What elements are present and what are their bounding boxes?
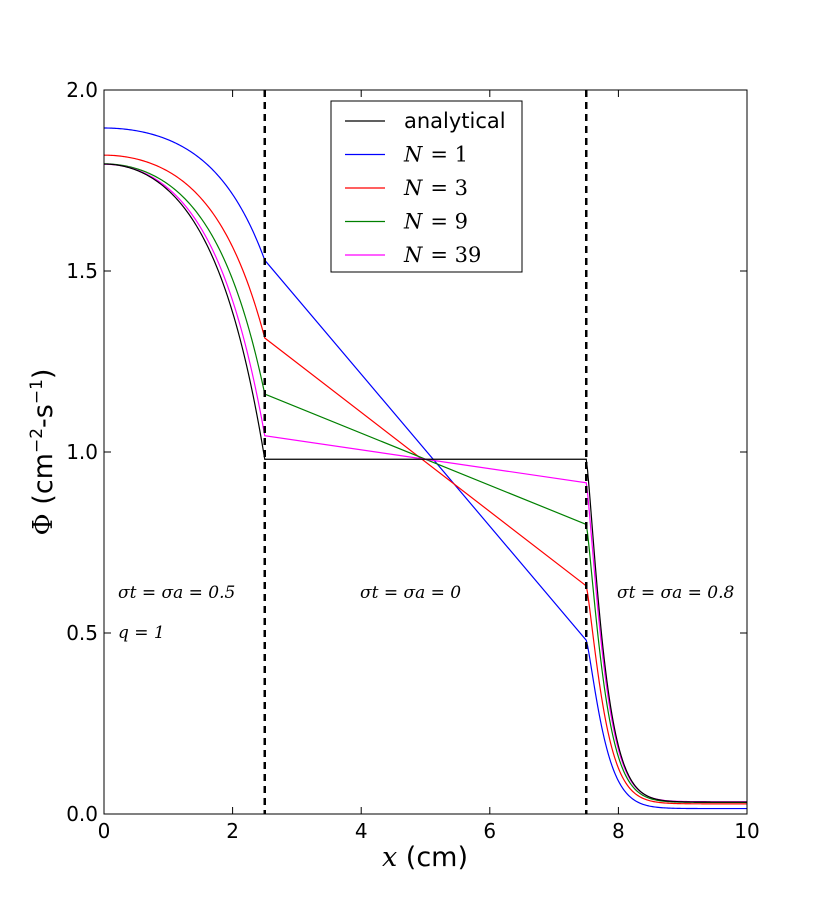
series-layer	[104, 127, 747, 810]
x-tick-label: 4	[355, 819, 368, 843]
legend-label: N = 9	[403, 210, 468, 234]
x-tick-label: 2	[226, 819, 239, 843]
series-line-n-1	[104, 127, 747, 810]
annotation-left-q: q = 1	[118, 623, 165, 643]
legend-label: N = 1	[403, 143, 468, 167]
legend-box	[330, 100, 523, 273]
x-tick-label: 10	[734, 819, 759, 843]
annotation-middle-sigma: σt = σa = 0	[360, 583, 461, 603]
series-line-analytical	[104, 163, 747, 803]
x-tick-label: 6	[483, 819, 496, 843]
annotation-left-sigma: σt = σa = 0.5	[118, 583, 235, 603]
x-tick-label: 8	[612, 819, 625, 843]
y-tick-label: 0.0	[66, 802, 98, 826]
legend-label: N = 39	[403, 243, 481, 267]
tick-layer: 0 2 4 6 8 10 0.0 0.5 1.0 1.5 2.0	[66, 78, 760, 843]
y-tick-label: 1.5	[66, 259, 98, 283]
legend-label: analytical	[404, 109, 506, 133]
y-tick-label: 0.5	[66, 621, 98, 645]
series-line-n-3	[104, 154, 747, 805]
legend: analytical N = 1 N = 3 N = 9 N = 39	[330, 100, 523, 273]
x-tick-label: 0	[98, 819, 111, 843]
region-boundaries	[263, 90, 588, 814]
y-axis-label: Φ (cm−2-s−1)	[27, 369, 59, 536]
x-axis-label: x (cm)	[382, 842, 468, 873]
y-tick-label: 1.0	[66, 440, 98, 464]
legend-label: N = 3	[403, 176, 468, 200]
y-tick-label: 2.0	[66, 78, 98, 102]
annotation-right-sigma: σt = σa = 0.8	[617, 583, 734, 603]
